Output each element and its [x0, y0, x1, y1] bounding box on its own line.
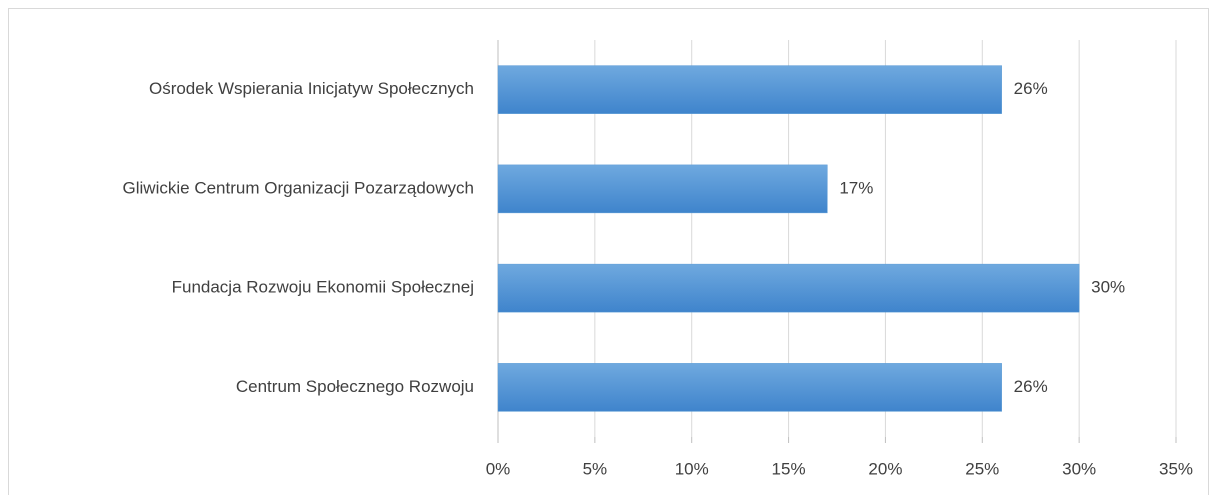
- x-tick-label: 35%: [1159, 459, 1193, 478]
- bar: [497, 363, 1002, 412]
- y-tick-label: Centrum Społecznego Rozwoju: [236, 377, 474, 396]
- x-tick-label: 0%: [486, 459, 511, 478]
- data-label: 26%: [1014, 377, 1048, 396]
- y-tick-label: Ośrodek Wspierania Inicjatyw Społecznych: [149, 79, 474, 98]
- bar: [497, 263, 1080, 313]
- x-tick-label: 30%: [1062, 459, 1096, 478]
- bar: [497, 164, 828, 214]
- data-label: 17%: [839, 178, 873, 197]
- x-tick-label: 15%: [772, 459, 806, 478]
- y-tick-label: Fundacja Rozwoju Ekonomii Społecznej: [172, 278, 474, 297]
- bar: [497, 65, 1002, 114]
- data-label: 30%: [1091, 278, 1125, 297]
- x-tick-label: 10%: [675, 459, 709, 478]
- y-tick-label: Gliwickie Centrum Organizacji Pozarządow…: [123, 178, 474, 197]
- x-tick-label: 5%: [583, 459, 608, 478]
- x-tick-label: 20%: [868, 459, 902, 478]
- data-label: 26%: [1014, 79, 1048, 98]
- x-tick-label: 25%: [965, 459, 999, 478]
